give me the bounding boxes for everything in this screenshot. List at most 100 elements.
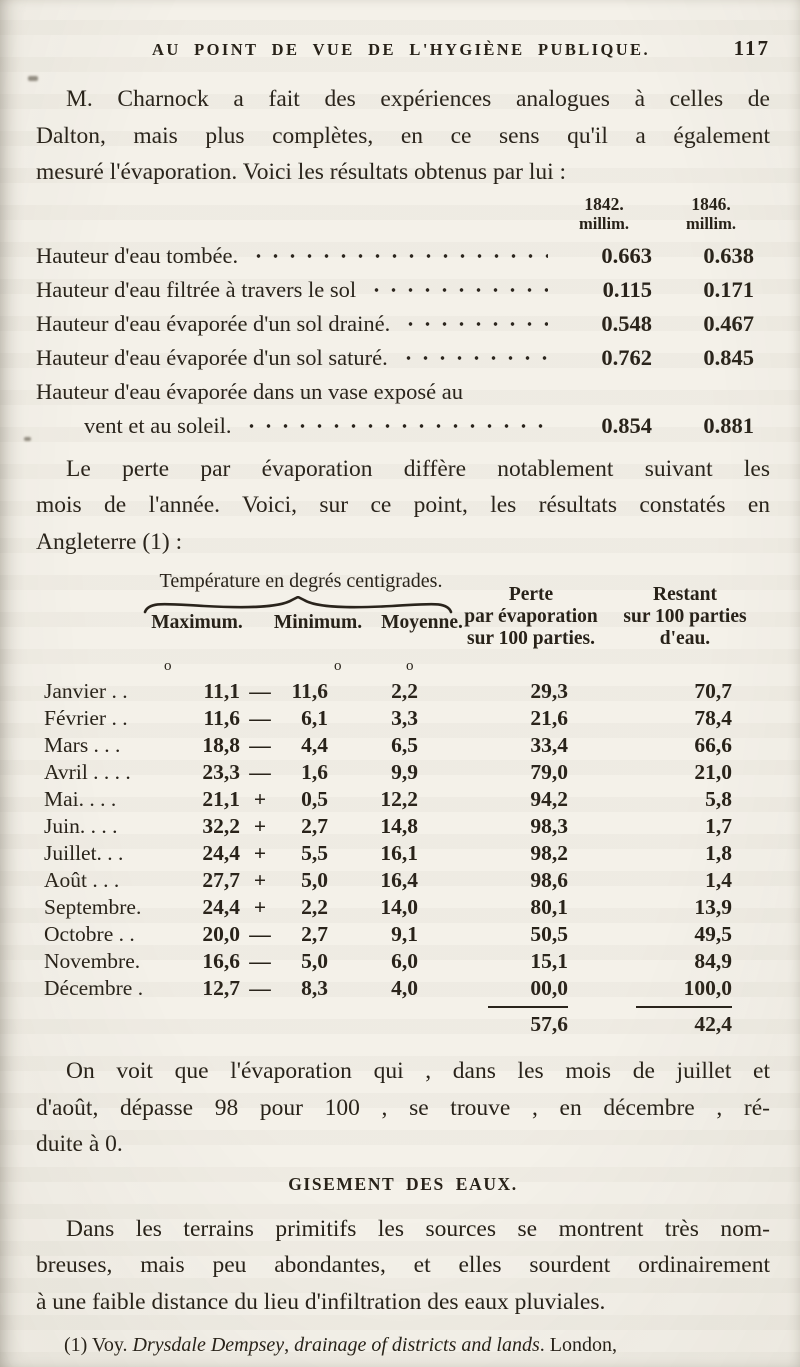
monthly-table-header: Température en degrés centigrades. Maxim… [36,570,770,658]
perte-value: 79,0 [530,760,568,784]
header-line: sur 100 parties. [466,628,596,649]
header-line: par évaporation [464,606,598,627]
min-sign: — [249,760,271,784]
total-perte-value: 57,6 [488,1006,568,1037]
value-1846: 0.171 [703,276,754,302]
total-restant-value: 42,4 [636,1006,732,1037]
year-label: 1846. [691,193,731,214]
month-label: Août . . . [44,868,120,892]
max-temperature: 18,8 [202,733,240,757]
table-row: Janvier . . 11,1 — 11,6 2,2 29,3 70,7 [36,678,770,705]
column-header-moyenne: Moyenne. [381,612,463,633]
min-sign: — [249,949,271,973]
footnote-suffix: . London, [539,1334,617,1356]
perte-value: 80,1 [530,895,568,919]
min-sign: — [249,976,271,1000]
totals-row: 57,6 42,4 [36,1006,770,1037]
dot-leader [397,353,548,362]
max-temperature: 32,2 [202,814,240,838]
perte-value: 15,1 [530,949,568,973]
column-header-1842: 1842. millim. [556,194,652,233]
ink-speck [28,76,38,81]
total-perte: 57,6 [418,1006,568,1037]
row-label: Hauteur d'eau évaporée d'un sol saturé. [36,344,388,370]
max-temperature: 27,7 [202,868,240,892]
mean-temperature: 4,0 [391,976,418,1000]
table-row: Hauteur d'eau filtrée à travers le sol 0… [36,273,770,307]
month-label: Novembre. [44,949,141,973]
column-header-restant: Restant sur 100 parties d'eau. [610,584,760,650]
restant-value: 1,8 [705,841,732,865]
text-line: duite à 0. [36,1131,123,1157]
value-1842: 0.548 [601,310,652,336]
evaporation-table-rows: Hauteur d'eau tombée. 0.663 0.638 Hauteu… [36,239,770,375]
min-temperature: 11,6 [291,679,328,703]
max-temperature: 16,6 [202,949,240,973]
restant-value: 100,0 [683,976,732,1000]
mean-temperature: 12,2 [380,787,418,811]
restant-value: 78,4 [694,706,732,730]
table-row: Mars . . . 18,8 — 4,4 6,5 33,4 66,6 [36,732,770,759]
restant-value: 1,7 [705,814,732,838]
perte-value: 50,5 [530,922,568,946]
table-row: Février . . 11,6 — 6,1 3,3 21,6 78,4 [36,705,770,732]
min-sign: — [249,922,271,946]
header-line: d'eau. [659,628,711,649]
monthly-table-rows: Janvier . . 11,1 — 11,6 2,2 29,3 70,7 Fé… [36,678,770,1002]
footnote-line1: (1) Voy. Drysdale Dempsey, drainage of d… [36,1330,770,1361]
value-1842: 0.854 [601,412,652,438]
footnote-work-title: drainage of districts and lands [294,1334,540,1356]
max-temperature: 24,4 [202,841,240,865]
footnote-line2: 1849, p. 16. [36,1361,770,1367]
mean-temperature: 14,0 [380,895,418,919]
dot-leader [366,285,548,294]
table-row: Juillet. . . 24,4 + 5,5 16,1 98,2 1,8 [36,840,770,867]
paragraph-gisement: Dans les terrains primitifs les sources … [36,1211,770,1321]
table-row: Décembre . 12,7 — 8,3 4,0 00,0 100,0 [36,975,770,1002]
restant-value: 66,6 [694,733,732,757]
value-1846: 0.845 [703,344,754,370]
min-temperature: 2,7 [301,922,328,946]
table-row-vase: Hauteur d'eau évaporée dans un vase expo… [36,375,770,443]
value-1842: 0.663 [601,242,652,268]
perte-value: 21,6 [530,706,568,730]
header-line: Restant [653,584,717,605]
min-temperature: 5,0 [301,949,328,973]
degree-mark: o [334,658,342,674]
min-temperature: 2,7 [301,814,328,838]
min-temperature: 2,2 [301,895,328,919]
table-row: Hauteur d'eau évaporée d'un sol drainé. … [36,307,770,341]
restant-value: 13,9 [694,895,732,919]
value-1846: 0.467 [703,310,754,336]
dot-leader [248,251,548,260]
table-row: Novembre. 16,6 — 5,0 6,0 15,1 84,9 [36,948,770,975]
mean-temperature: 3,3 [391,706,418,730]
evaporation-table-header: 1842. millim. 1846. millim. [36,193,770,233]
month-label: Mars . . . [44,733,121,757]
column-header-perte: Perte par évaporation sur 100 parties. [452,584,610,650]
text-line: à une faible distance du lieu d'infiltra… [36,1288,606,1315]
max-temperature: 12,7 [202,976,240,1000]
value-1842: 0.762 [601,344,652,370]
section-heading: GISEMENT DES EAUX. [288,1173,518,1194]
mean-temperature: 6,0 [391,949,418,973]
text-line: mois de l'année. Voici, sur ce point, le… [36,492,770,518]
max-temperature: 11,6 [203,706,240,730]
header-line: Perte [508,584,554,605]
perte-value: 33,4 [530,733,568,757]
mean-temperature: 9,9 [391,760,418,784]
min-sign: + [253,868,267,892]
footnote-author: Drysdale Dempsey [132,1334,285,1356]
table-row: Hauteur d'eau évaporée d'un sol saturé. … [36,341,770,375]
mean-temperature: 16,4 [380,868,418,892]
column-header-minimum: Minimum. [273,612,363,633]
min-sign: + [253,814,267,838]
text-line: d'août, dépasse 98 pour 100 , se trouve … [36,1094,770,1121]
min-temperature: 5,0 [301,868,328,892]
total-restant: 42,4 [568,1006,746,1037]
row-label-line1: Hauteur d'eau évaporée dans un vase expo… [36,378,463,404]
perte-value: 98,6 [530,868,568,892]
paragraph-perte: Le perte par évaporation diffère notable… [36,451,770,561]
perte-value: 98,3 [530,814,568,838]
